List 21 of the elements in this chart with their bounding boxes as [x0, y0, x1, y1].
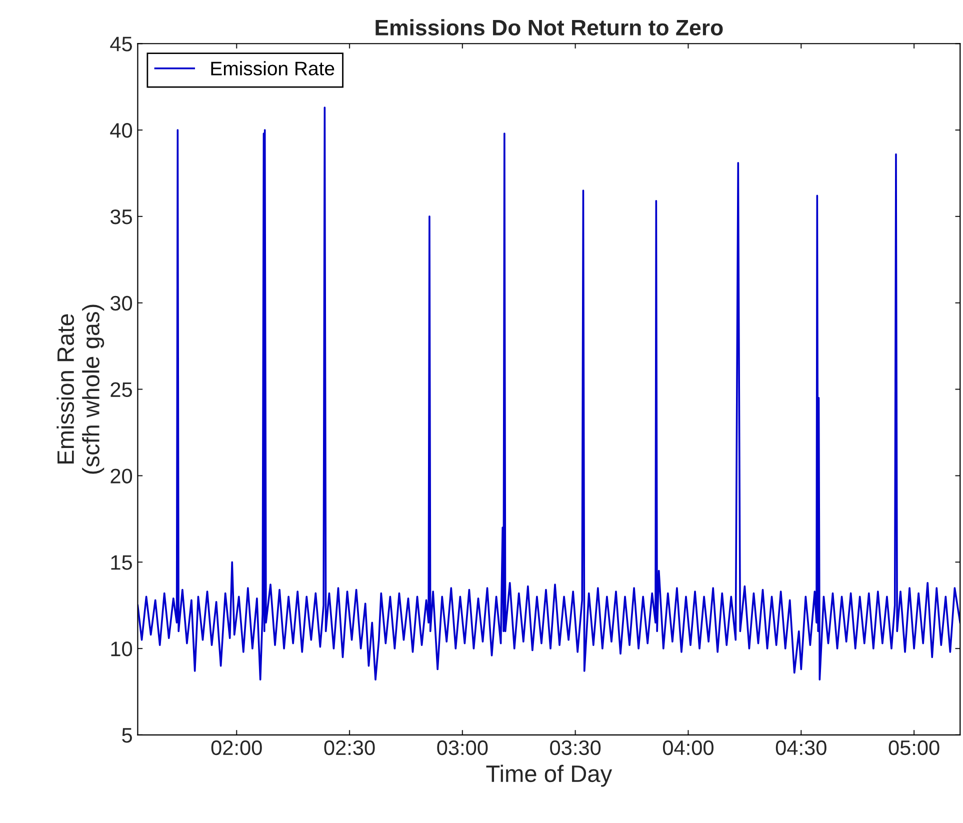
y-tick-label: 5 — [122, 728, 132, 743]
x-tick-label: 02:30 — [324, 740, 375, 756]
y-tick-label: 10 — [111, 642, 132, 656]
line-series — [138, 106, 960, 681]
y-tick-label: 35 — [110, 209, 132, 224]
chart-title: Emissions Do Not Return to Zero — [376, 19, 723, 36]
y-tick-label: 15 — [111, 555, 132, 570]
legend-label: Emission Rate — [211, 61, 334, 76]
y-tick-label: 45 — [110, 36, 132, 52]
y-axis-title: Emission Rate (scfh whole gas) — [56, 304, 104, 474]
y-tick-label: 30 — [110, 296, 132, 311]
x-tick-label: 02:00 — [211, 740, 262, 756]
x-tick-label: 03:30 — [550, 740, 601, 756]
y-tick-label: 40 — [110, 123, 132, 138]
y-tick-label: 20 — [110, 468, 132, 484]
x-axis-title: Time of Day — [486, 764, 612, 787]
x-tick-label: 03:00 — [437, 740, 488, 756]
x-tick-label: 04:30 — [776, 740, 826, 756]
x-tick-label: 05:00 — [888, 740, 940, 756]
y-tick-label: 25 — [110, 382, 132, 398]
x-tick-label: 04:00 — [662, 740, 714, 756]
